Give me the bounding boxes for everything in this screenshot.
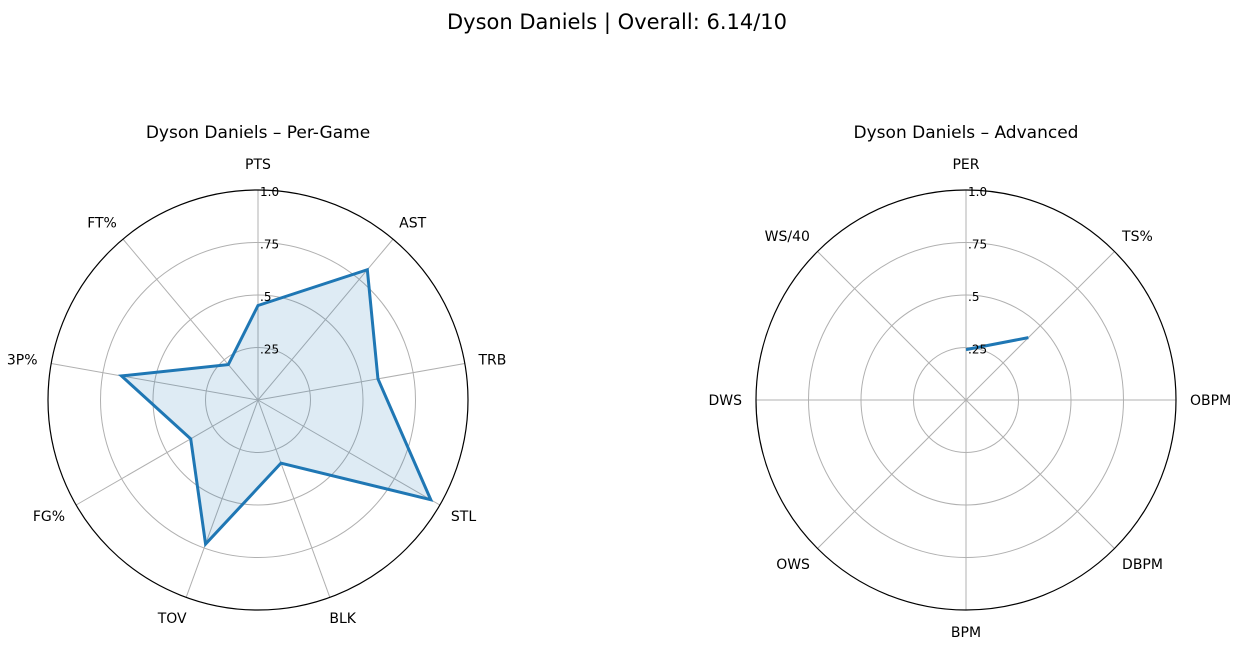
spoke-trb xyxy=(257,363,465,401)
series-line xyxy=(118,267,434,548)
radar-chart-1: Dyson Daniels – Per-Game .25 .5 .75 1.0 PTS AS… xyxy=(7,123,506,627)
category-label: DWS xyxy=(708,393,742,409)
spoke-ft- xyxy=(122,238,259,401)
category-label: DBPM xyxy=(1122,557,1163,573)
radial-tick-label: .25 xyxy=(260,343,279,357)
radar-chart-2: Dyson Daniels – Advanced .25 .5 .75 1.0 PER TS… xyxy=(708,123,1231,641)
spoke-fg- xyxy=(75,399,259,506)
spoke-ts- xyxy=(965,251,1115,401)
radial-tick-label: 1.0 xyxy=(968,185,987,199)
category-label: PTS xyxy=(245,157,271,173)
category-label: OWS xyxy=(776,557,810,573)
chart-title: Dyson Daniels – Per-Game xyxy=(146,123,370,143)
category-label: TOV xyxy=(157,611,187,627)
category-label: FT% xyxy=(87,215,117,231)
category-label: TS% xyxy=(1121,229,1153,245)
radial-tick-label: .25 xyxy=(968,343,987,357)
series-fill xyxy=(121,269,431,545)
radial-tick-label: .5 xyxy=(260,290,271,304)
category-label: BPM xyxy=(951,625,981,641)
category-label: STL xyxy=(451,509,476,525)
category-label: 3P% xyxy=(7,353,38,369)
polar-frame xyxy=(755,189,1177,611)
radial-tick-label: .75 xyxy=(968,238,987,252)
category-label: TRB xyxy=(477,353,506,369)
radial-tick-label: .5 xyxy=(968,290,979,304)
category-label: WS/40 xyxy=(765,229,810,245)
series-line xyxy=(965,336,1029,352)
category-label: AST xyxy=(399,215,426,231)
spoke-stl xyxy=(257,399,441,506)
spoke-dbpm xyxy=(965,399,1115,549)
polar-frame xyxy=(47,189,469,611)
category-label: OBPM xyxy=(1190,393,1231,409)
radial-tick-label: 1.0 xyxy=(260,185,279,199)
category-label: PER xyxy=(952,157,979,173)
spoke-ws-40 xyxy=(817,251,967,401)
category-label: BLK xyxy=(329,611,356,627)
chart-title: Dyson Daniels – Advanced xyxy=(854,123,1079,143)
figure-suptitle: Dyson Daniels | Overall: 6.14/10 xyxy=(446,10,788,34)
spoke-3p- xyxy=(51,363,259,401)
spoke-blk xyxy=(257,399,331,598)
spoke-ows xyxy=(817,399,967,549)
radial-tick-label: .75 xyxy=(260,238,279,252)
spoke-tov xyxy=(185,399,259,598)
category-label: FG% xyxy=(33,509,65,525)
spoke-ast xyxy=(257,238,394,401)
